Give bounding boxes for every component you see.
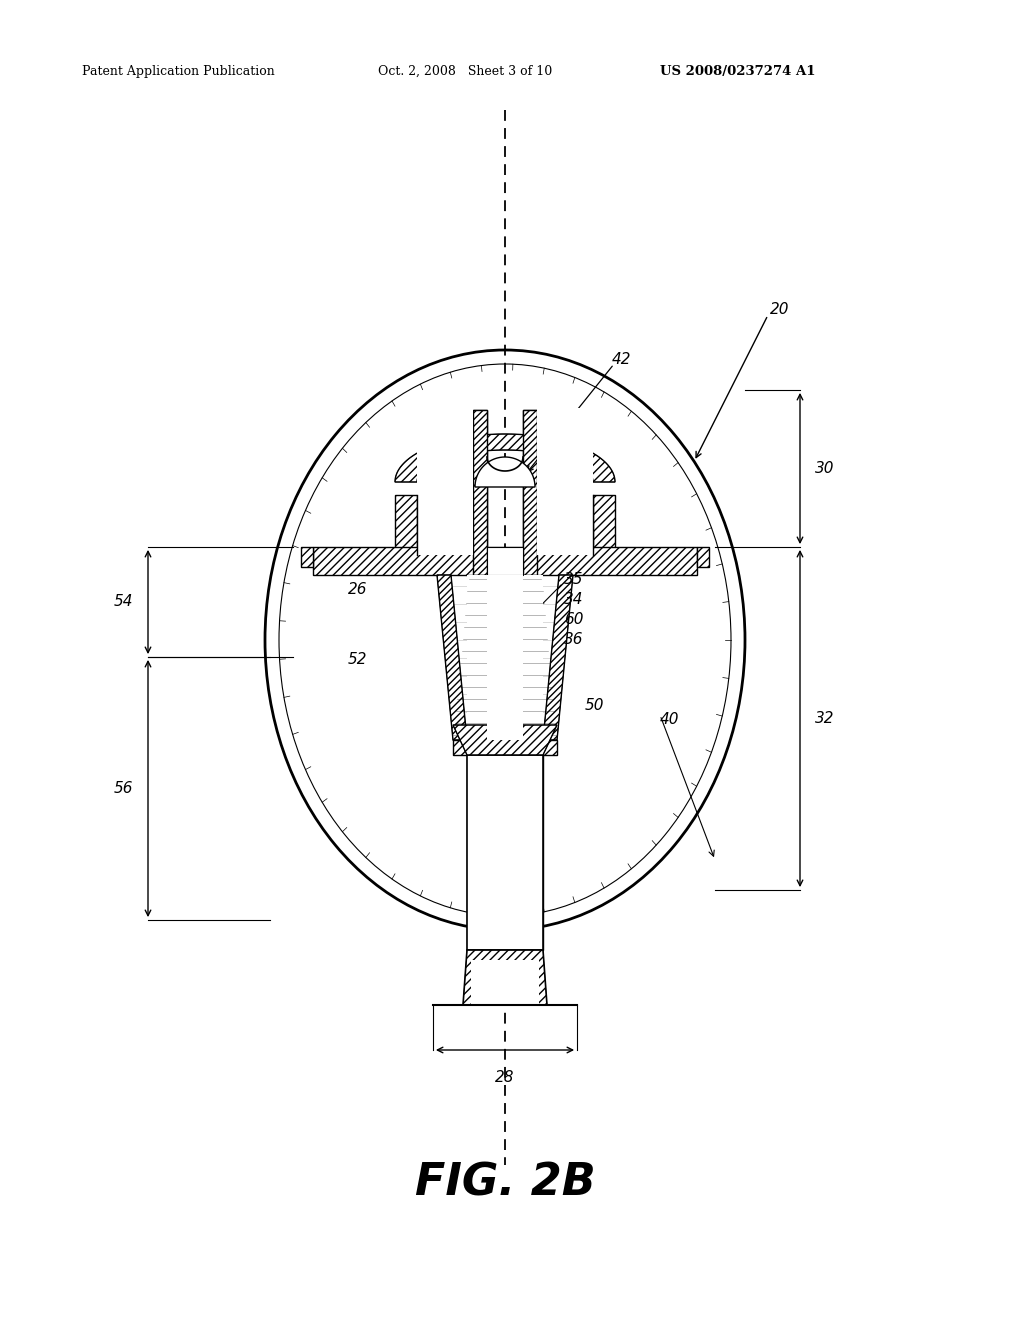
Polygon shape — [437, 576, 467, 741]
Bar — [473, 576, 487, 741]
Bar — [523, 576, 537, 741]
Bar — [473, 411, 487, 554]
Bar — [301, 546, 313, 568]
Text: FIG. 2B: FIG. 2B — [415, 1162, 595, 1205]
Bar — [467, 755, 483, 950]
Bar — [471, 960, 539, 1005]
Text: 54: 54 — [114, 594, 133, 610]
Text: US 2008/0237274 A1: US 2008/0237274 A1 — [660, 65, 815, 78]
Text: 26: 26 — [348, 582, 368, 598]
Bar — [467, 576, 543, 741]
Bar — [487, 546, 523, 576]
Bar — [301, 546, 313, 568]
Text: 42: 42 — [612, 352, 632, 367]
Text: 36: 36 — [564, 632, 584, 648]
Polygon shape — [475, 457, 535, 487]
Polygon shape — [453, 725, 557, 755]
Bar — [395, 495, 417, 550]
Text: 50: 50 — [585, 697, 604, 713]
Text: 40: 40 — [660, 713, 680, 727]
Bar — [473, 576, 537, 741]
Text: 20: 20 — [770, 302, 790, 318]
Bar — [593, 495, 615, 550]
Bar — [473, 411, 487, 554]
Bar — [313, 546, 697, 576]
Text: Oct. 2, 2008   Sheet 3 of 10: Oct. 2, 2008 Sheet 3 of 10 — [378, 65, 552, 78]
Bar — [467, 755, 483, 950]
Bar — [417, 408, 473, 554]
Text: 28: 28 — [496, 1071, 515, 1085]
Bar — [527, 755, 543, 950]
Polygon shape — [534, 671, 543, 735]
Bar — [467, 755, 543, 950]
Polygon shape — [395, 434, 615, 482]
Polygon shape — [433, 950, 577, 1005]
Polygon shape — [467, 671, 477, 735]
Bar — [523, 411, 537, 554]
Bar — [453, 741, 557, 755]
Bar — [537, 408, 593, 554]
Bar — [473, 411, 487, 576]
Text: Patent Application Publication: Patent Application Publication — [82, 65, 274, 78]
Bar — [697, 546, 709, 568]
Text: 44: 44 — [510, 853, 529, 867]
Bar — [395, 495, 417, 550]
Bar — [527, 755, 543, 950]
Text: 35: 35 — [564, 573, 584, 587]
Text: 34: 34 — [564, 593, 584, 607]
Bar — [593, 495, 615, 550]
Text: 30: 30 — [815, 461, 835, 477]
Text: 52: 52 — [348, 652, 368, 668]
Bar — [453, 741, 557, 755]
Bar — [523, 411, 537, 576]
Bar — [473, 411, 487, 576]
Text: 56: 56 — [114, 781, 133, 796]
Polygon shape — [543, 576, 573, 741]
Text: 60: 60 — [564, 612, 584, 627]
Text: 58: 58 — [508, 822, 527, 837]
Bar — [313, 546, 697, 576]
Bar — [487, 576, 523, 741]
Bar — [523, 576, 537, 741]
Text: 32: 32 — [815, 711, 835, 726]
Bar — [523, 411, 537, 576]
Bar — [523, 411, 537, 554]
Bar — [473, 576, 487, 741]
Bar — [697, 546, 709, 568]
